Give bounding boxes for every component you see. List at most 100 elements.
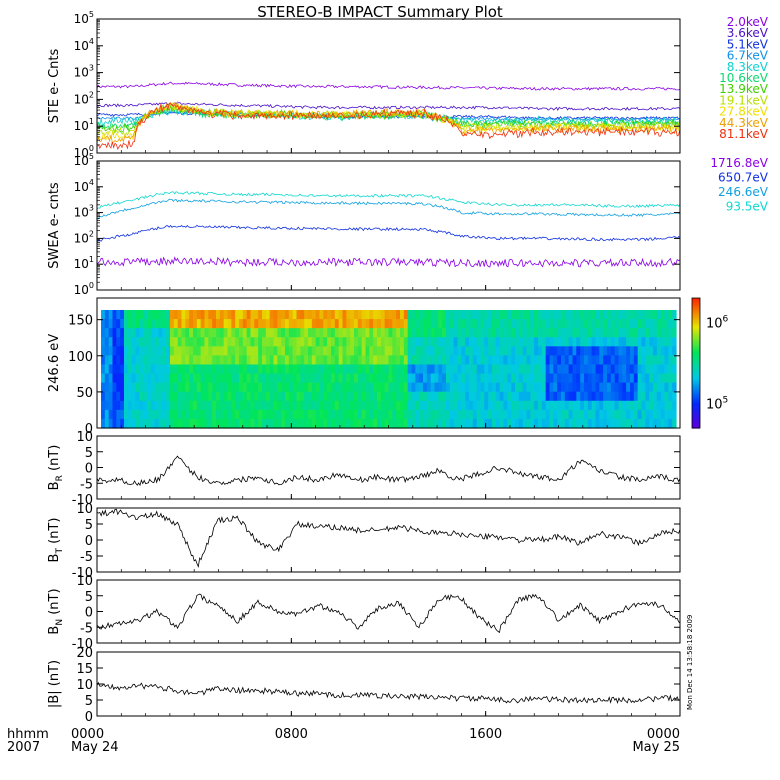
heatmap-cell	[672, 409, 677, 420]
heatmap-cell	[239, 409, 244, 420]
heatmap-cell	[672, 346, 677, 356]
heatmap-cell	[469, 355, 474, 366]
heatmap-cell	[580, 391, 585, 402]
heatmap-cell	[288, 328, 294, 338]
heatmap-cell	[377, 364, 382, 375]
heatmap-cell	[530, 310, 535, 320]
heatmap-cell	[101, 346, 106, 356]
heatmap-cell	[607, 355, 612, 366]
heatmap-cell	[518, 400, 524, 411]
heatmap-cell	[564, 328, 570, 338]
heatmap-cell	[438, 319, 443, 329]
heatmap-cell	[104, 400, 110, 411]
heatmap-cell	[250, 337, 255, 347]
heatmap-cell	[672, 310, 677, 320]
heatmap-cell	[212, 373, 217, 384]
heatmap-cell	[150, 337, 156, 347]
heatmap-cell	[235, 373, 240, 384]
heatmap-cell	[656, 346, 662, 356]
legend-item: 81.1keV	[719, 127, 769, 141]
heatmap-cell	[139, 418, 144, 429]
colorbar-band	[692, 425, 700, 429]
heatmap-cell	[304, 328, 309, 338]
heatmap-cell	[580, 418, 585, 429]
heatmap-cell	[626, 400, 631, 411]
heatmap-cell	[538, 373, 543, 384]
heatmap-cell	[511, 346, 516, 356]
heatmap-cell	[576, 310, 581, 320]
heatmap-cell	[193, 364, 198, 375]
heatmap-cell	[672, 337, 677, 347]
heatmap-cell	[288, 409, 294, 420]
heatmap-cell	[380, 391, 386, 402]
heatmap-cell	[637, 310, 643, 320]
heatmap-cell	[265, 328, 271, 338]
heatmap-cell	[518, 346, 524, 356]
heatmap-cell	[150, 310, 156, 320]
heatmap-cell	[254, 337, 259, 347]
heatmap-cell	[288, 310, 294, 320]
heatmap-cell	[553, 346, 558, 356]
heatmap-cell	[147, 337, 152, 347]
heatmap-cell	[334, 337, 340, 347]
heatmap-cell	[492, 319, 497, 329]
heatmap-cell	[553, 391, 558, 402]
heatmap-cell	[273, 364, 278, 375]
heatmap-cell	[534, 355, 539, 366]
heatmap-cell	[154, 382, 160, 393]
heatmap-cell	[277, 400, 282, 411]
heatmap-cell	[361, 346, 367, 356]
heatmap-cell	[112, 409, 117, 420]
heatmap-cell	[354, 400, 359, 411]
heatmap-cell	[361, 319, 367, 329]
heatmap-cell	[518, 319, 524, 329]
heatmap-cell	[380, 328, 386, 338]
heatmap-cell	[323, 364, 328, 375]
heatmap-cell	[572, 355, 577, 366]
heatmap-cell	[495, 400, 501, 411]
heatmap-cell	[649, 337, 654, 347]
heatmap-cell	[265, 319, 271, 329]
heatmap-cell	[561, 328, 566, 338]
heatmap-cell	[668, 400, 673, 411]
heatmap-cell	[465, 337, 470, 347]
heatmap-cell	[549, 391, 554, 402]
heatmap-cell	[231, 310, 236, 320]
heatmap-cell	[216, 355, 221, 366]
heatmap-cell	[147, 409, 152, 420]
heatmap-cell	[189, 310, 194, 320]
heatmap-cell	[545, 310, 551, 320]
heatmap-cell	[660, 319, 666, 329]
heatmap-cell	[265, 409, 271, 420]
heatmap-cell	[300, 391, 305, 402]
heatmap-cell	[120, 409, 125, 420]
heatmap-cell	[346, 400, 351, 411]
heatmap-cell	[319, 400, 324, 411]
heatmap-cell	[530, 346, 535, 356]
heatmap-cell	[346, 319, 351, 329]
heatmap-cell	[331, 319, 336, 329]
heatmap-cell	[618, 328, 623, 338]
colorbar-band	[692, 315, 700, 319]
heatmap-cell	[584, 400, 589, 411]
heatmap-cell	[323, 346, 328, 356]
heatmap-cell	[150, 418, 156, 429]
heatmap-cell	[419, 391, 424, 402]
heatmap-cell	[212, 328, 217, 338]
heatmap-cell	[380, 418, 386, 429]
heatmap-cell	[511, 391, 516, 402]
heatmap-cell	[396, 400, 401, 411]
heatmap-cell	[449, 328, 455, 338]
heatmap-cell	[645, 337, 650, 347]
heatmap-cell	[591, 337, 597, 347]
heatmap-cell	[599, 391, 604, 402]
heatmap-cell	[254, 310, 259, 320]
heatmap-cell	[373, 319, 378, 329]
heatmap-cell	[599, 364, 604, 375]
heatmap-cell	[584, 319, 589, 329]
heatmap-cell	[545, 391, 551, 402]
